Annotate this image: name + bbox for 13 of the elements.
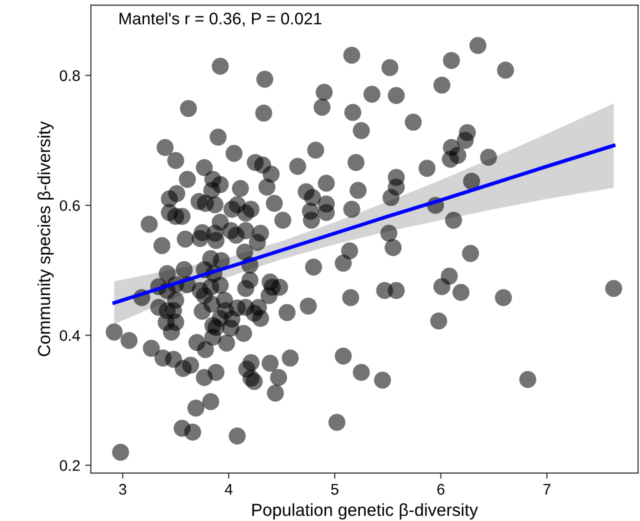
y-tick-label: 0.6: [60, 200, 80, 212]
x-tick-label: 6: [437, 484, 444, 495]
annotation: Mantel's r = 0.36, P = 0.021: [120, 12, 322, 26]
x-axis-title: Population genetic β-diversity: [252, 503, 478, 520]
x-tick-label: 5: [331, 484, 338, 495]
x-tick-label: 7: [543, 484, 550, 495]
line-series: [112, 144, 616, 305]
y-axis-title: Community species β-diversity: [37, 121, 54, 356]
y-tick-label: 0.4: [60, 330, 80, 341]
y-tick-label: 0.2: [60, 460, 80, 471]
x-tick-label: 3: [119, 484, 126, 495]
y-tick-label: 0.8: [60, 70, 80, 82]
x-tick-label: 4: [224, 484, 233, 495]
